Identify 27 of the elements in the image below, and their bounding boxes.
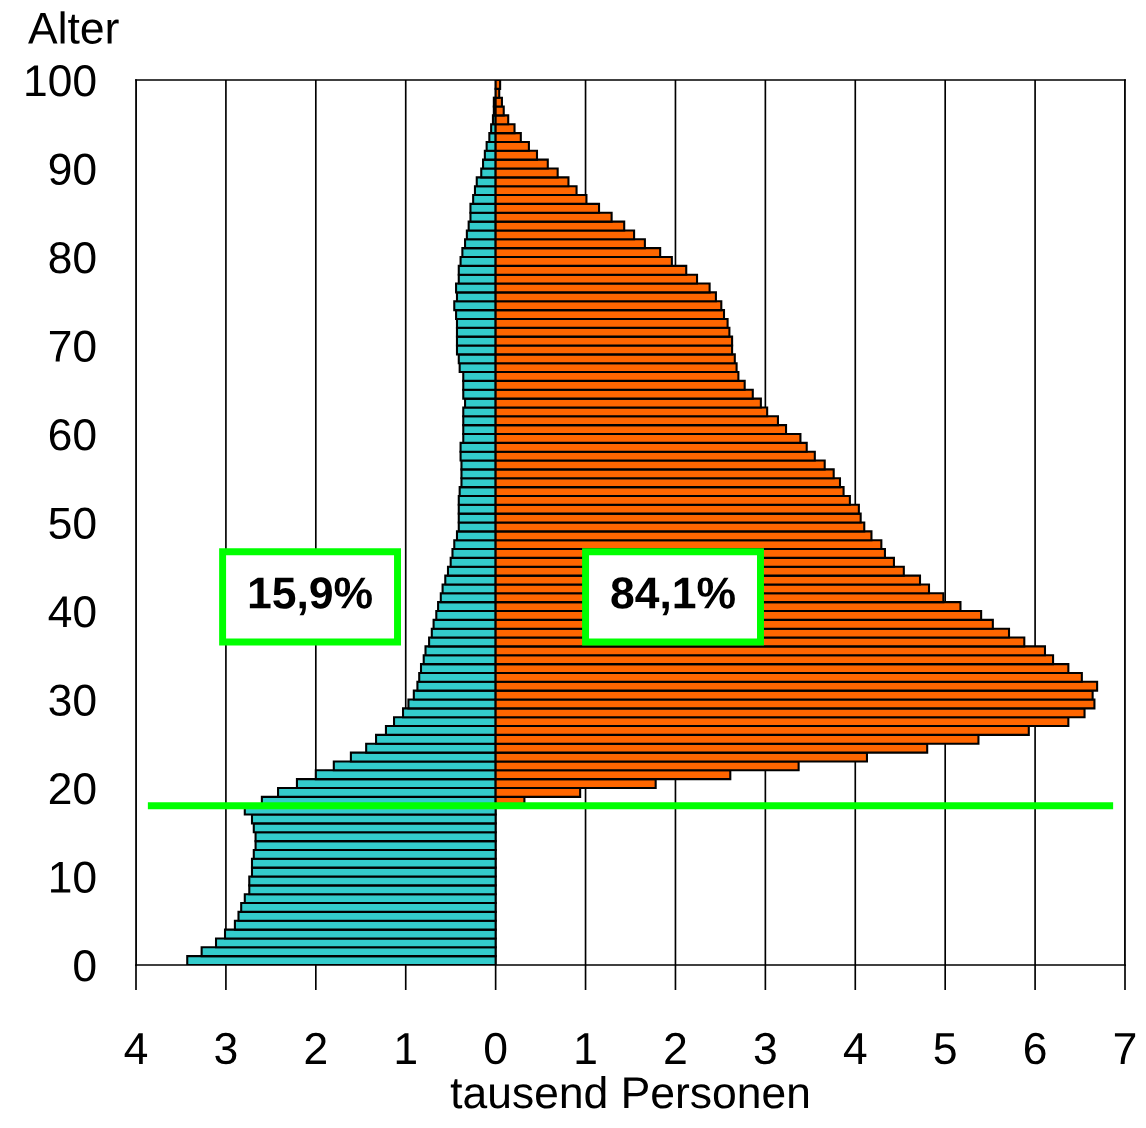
x-tick-label: 0 (485, 1032, 507, 1065)
x-axis-title: tausend Personen (450, 1075, 809, 1109)
y-tick-label: 70 (49, 330, 96, 363)
annotation: 15,9% (249, 577, 372, 616)
x-tick-label: 2 (665, 1032, 686, 1064)
annotation: 84,1% (611, 577, 735, 616)
y-tick-label: 0 (74, 950, 96, 982)
y-tick-label: 30 (49, 684, 96, 717)
x-tick-label: 4 (843, 1033, 867, 1064)
y-tick-label: 100 (26, 65, 96, 97)
x-tick-label: 1 (576, 1033, 596, 1064)
x-tick-label: 2 (305, 1032, 326, 1064)
y-tick-label: 20 (49, 773, 96, 805)
x-tick-label: 5 (934, 1033, 956, 1065)
y-tick-label: 90 (49, 153, 96, 186)
y-tick-label: 60 (49, 419, 96, 451)
x-tick-label: 6 (1024, 1032, 1046, 1065)
y-tick-label: 40 (48, 596, 96, 628)
y-tick-label: 50 (49, 507, 96, 540)
x-tick-label: 3 (215, 1032, 237, 1065)
x-tick-label: 3 (754, 1032, 776, 1065)
x-tick-label: 7 (1114, 1033, 1136, 1064)
x-tick-label: 1 (396, 1033, 416, 1064)
y-tick-label: 80 (49, 242, 96, 274)
y-axis-title: Alter (28, 11, 119, 44)
x-tick-label: 4 (124, 1033, 148, 1064)
y-tick-label: 10 (51, 861, 96, 894)
